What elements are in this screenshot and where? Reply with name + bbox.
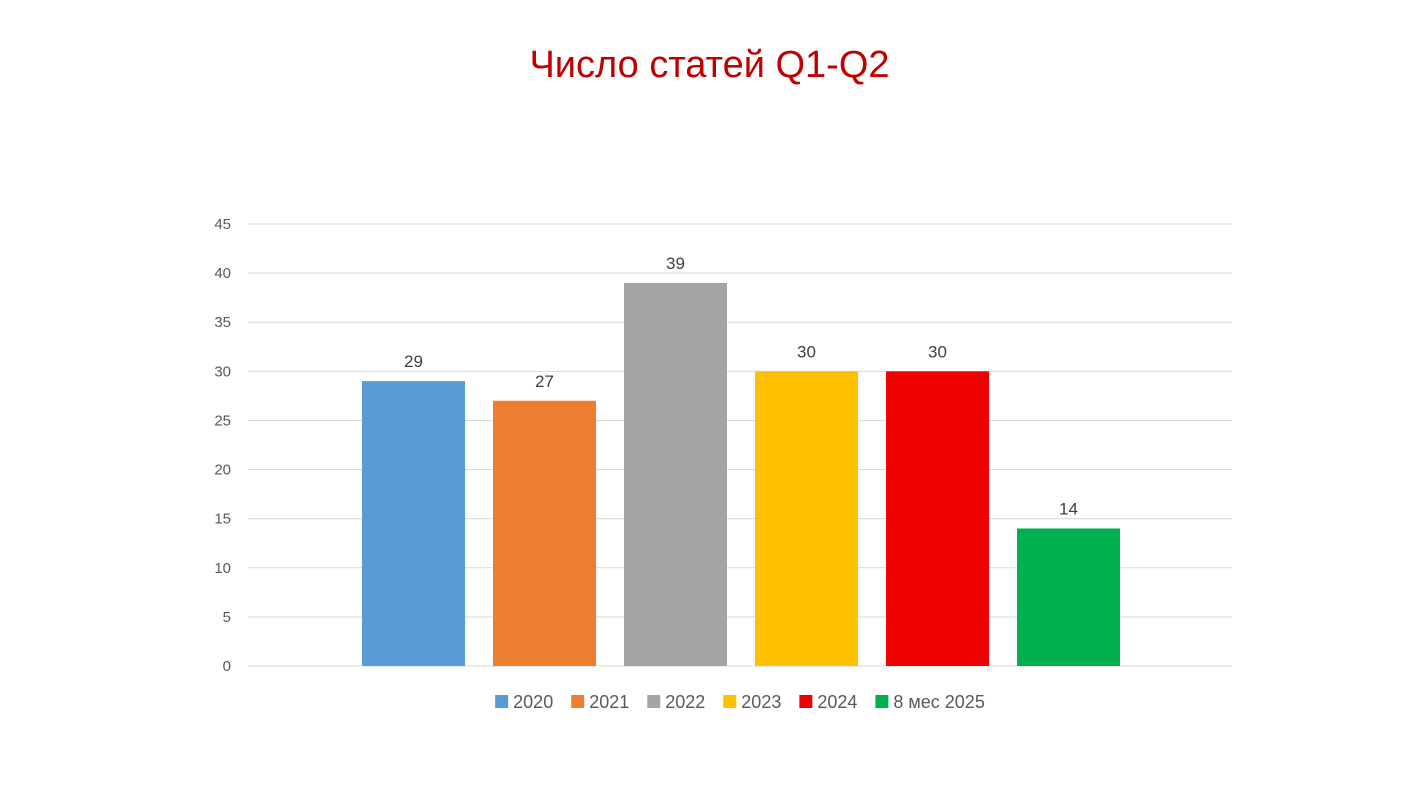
legend-swatch — [875, 695, 889, 708]
y-tick-label: 25 — [214, 412, 231, 429]
bar-2023 — [755, 371, 858, 666]
data-label: 14 — [1059, 499, 1078, 518]
legend: 2020 2021 2022 2023 2024 8 мес 2025 — [495, 692, 985, 712]
legend-label: 2024 — [817, 692, 857, 712]
bar-2024 — [886, 371, 989, 666]
bar-2020 — [362, 381, 465, 666]
legend-item: 2022 — [647, 692, 705, 712]
data-label: 30 — [928, 342, 947, 361]
y-tick-label: 30 — [214, 363, 231, 380]
legend-item: 2020 — [495, 692, 553, 712]
data-label: 29 — [404, 352, 423, 371]
y-tick-label: 10 — [214, 560, 231, 577]
legend-swatch — [723, 695, 737, 708]
data-label: 27 — [535, 372, 554, 391]
legend-label: 8 мес 2025 — [893, 692, 984, 712]
bar-2022 — [624, 282, 727, 666]
y-tick-label: 20 — [214, 462, 231, 479]
y-tick-label: 45 — [214, 216, 231, 233]
y-axis-ticks: 0 5 10 15 20 25 30 35 40 45 — [214, 216, 231, 675]
legend-label: 2020 — [513, 692, 553, 712]
bar-2021 — [493, 400, 596, 666]
data-label: 39 — [666, 254, 685, 273]
legend-swatch — [647, 695, 661, 708]
legend-item: 2024 — [799, 692, 857, 712]
data-labels: 29 27 39 30 30 14 — [404, 254, 1078, 519]
y-tick-label: 40 — [214, 265, 231, 282]
y-tick-label: 0 — [223, 658, 231, 675]
legend-swatch — [799, 695, 813, 708]
bars — [362, 282, 1120, 666]
legend-swatch — [495, 695, 509, 708]
chart-title: Число статей Q1-Q2 — [529, 44, 890, 86]
legend-item: 2021 — [571, 692, 629, 712]
y-tick-label: 35 — [214, 314, 231, 331]
y-tick-label: 15 — [214, 511, 231, 528]
legend-swatch — [571, 695, 585, 708]
bar-8-мес-2025 — [1017, 528, 1120, 666]
legend-label: 2023 — [741, 692, 781, 712]
data-label: 30 — [797, 342, 816, 361]
legend-label: 2022 — [665, 692, 705, 712]
legend-label: 2021 — [589, 692, 629, 712]
y-tick-label: 5 — [223, 609, 231, 626]
legend-item: 2023 — [723, 692, 781, 712]
legend-item: 8 мес 2025 — [875, 692, 985, 712]
